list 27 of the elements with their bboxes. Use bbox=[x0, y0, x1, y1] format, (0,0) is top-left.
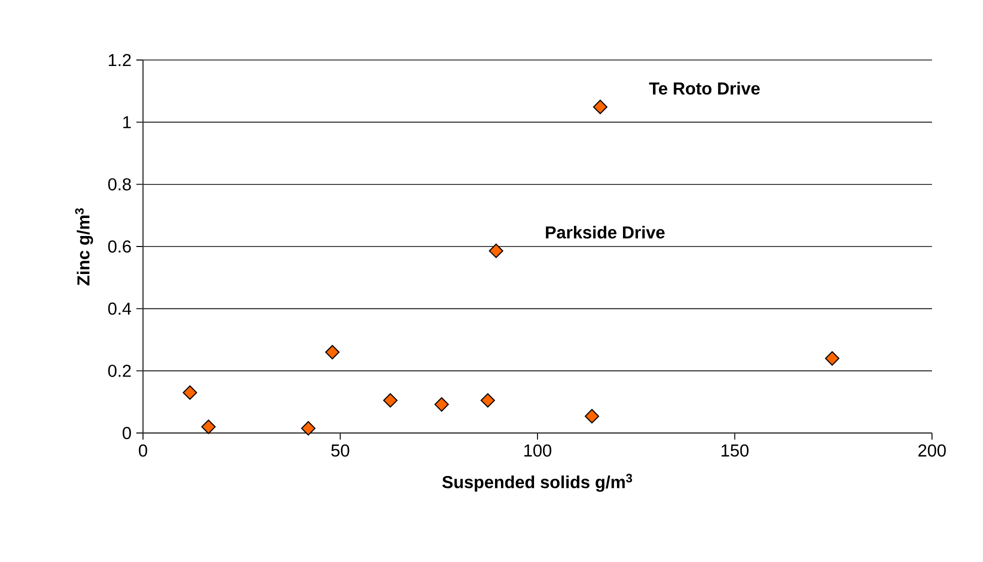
y-axis-title: Zinc g/m$^{3}$ bbox=[75, 208, 94, 286]
x-tick-label: 100 bbox=[524, 444, 552, 457]
point bbox=[434, 397, 449, 412]
point bbox=[480, 393, 495, 408]
point bbox=[488, 244, 504, 258]
y-tick-label: 1 bbox=[123, 116, 131, 128]
y-tick-label: 0.4 bbox=[108, 302, 132, 315]
annotation: Parkside Drive bbox=[546, 226, 665, 239]
point bbox=[825, 351, 840, 366]
point bbox=[584, 409, 600, 424]
y-tick-label: 0.6 bbox=[108, 240, 131, 253]
point bbox=[201, 420, 216, 434]
point bbox=[383, 393, 398, 408]
x-tick-label: 50 bbox=[331, 444, 350, 457]
y-tick-label: 0.2 bbox=[108, 364, 131, 377]
point bbox=[182, 385, 198, 400]
annotation: Te Roto Drive bbox=[649, 82, 760, 95]
y-tick-label: 1.2 bbox=[108, 54, 131, 66]
point bbox=[301, 421, 316, 436]
point bbox=[593, 100, 608, 114]
x-tick-label: 0 bbox=[138, 444, 148, 457]
x-tick-label: 150 bbox=[722, 444, 749, 457]
x-tick-label: 200 bbox=[918, 444, 946, 457]
y-tick-label: 0 bbox=[122, 426, 131, 440]
point bbox=[325, 344, 340, 360]
x-axis-title: Suspended solids g/m$^{3}$ bbox=[442, 474, 632, 492]
y-tick-label: 0.8 bbox=[108, 178, 131, 190]
